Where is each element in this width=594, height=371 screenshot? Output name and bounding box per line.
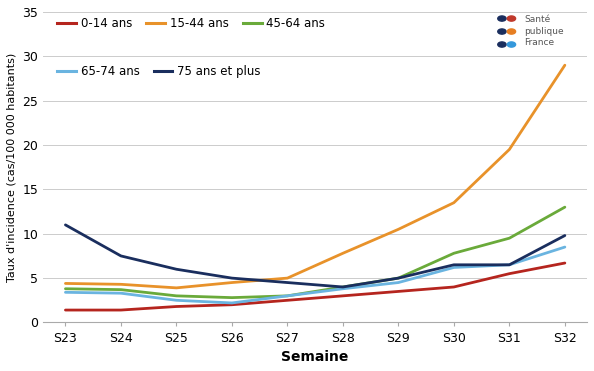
X-axis label: Semaine: Semaine — [282, 350, 349, 364]
Legend: 65-74 ans, 75 ans et plus: 65-74 ans, 75 ans et plus — [55, 63, 263, 81]
Y-axis label: Taux d'incidence (cas/100 000 habitants): Taux d'incidence (cas/100 000 habitants) — [7, 53, 17, 282]
Text: Santé
publique
France: Santé publique France — [525, 15, 564, 47]
